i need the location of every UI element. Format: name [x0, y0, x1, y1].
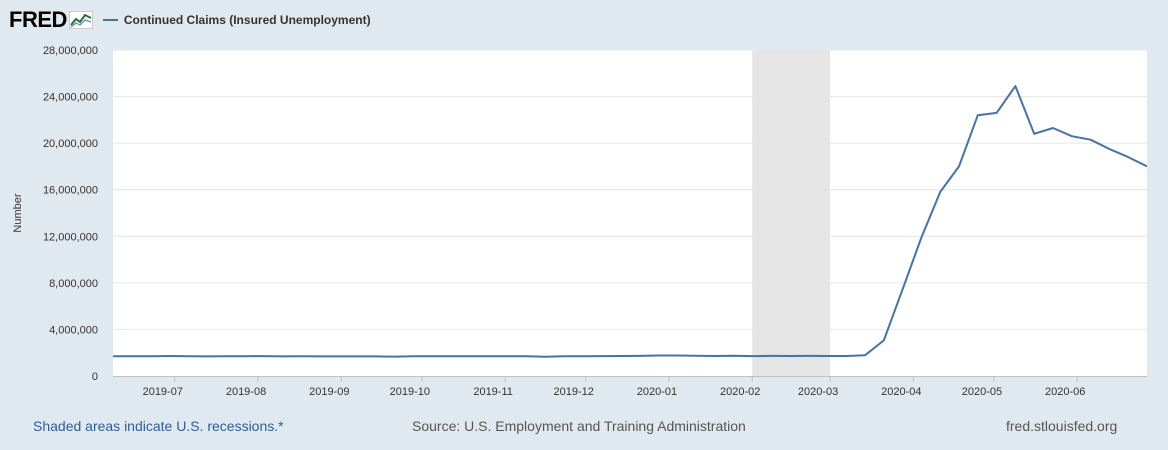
- y-axis-title: Number: [12, 193, 24, 232]
- x-tick-label: 2019-09: [309, 386, 349, 398]
- y-tick-label: 16,000,000: [43, 185, 98, 197]
- line-chart: 0 4,000,000 8,000,000 12,000,000 16,000,000 2…: [12, 45, 1147, 398]
- y-tick-label: 4,000,000: [49, 324, 98, 336]
- fred-logo[interactable]: FRED: [9, 9, 93, 31]
- chart-legend: Continued Claims (Insured Unemployment): [102, 13, 371, 27]
- y-tick-label: 20,000,000: [43, 138, 98, 150]
- x-tick-label: 2019-08: [226, 386, 266, 398]
- recession-note-link[interactable]: Shaded areas indicate U.S. recessions.*: [33, 418, 284, 434]
- legend-label[interactable]: Continued Claims (Insured Unemployment): [123, 13, 371, 27]
- x-tick-label: 2020-02: [720, 386, 760, 398]
- y-tick-label: 28,000,000: [43, 45, 98, 57]
- y-tick-label: 8,000,000: [49, 278, 98, 290]
- logo-graph-icon: [68, 11, 93, 29]
- x-tick-label: 2019-11: [473, 386, 513, 398]
- chart-header: FRED Continued Claims (Insured Unemploym…: [9, 6, 371, 34]
- x-tick-label: 2020-03: [798, 386, 838, 398]
- x-tick-label: 2019-12: [553, 386, 593, 398]
- plot-area: [113, 50, 1147, 376]
- x-tick-label: 2020-01: [637, 386, 677, 398]
- y-tick-label: 24,000,000: [43, 92, 98, 104]
- x-tick-label: 2019-07: [143, 386, 183, 398]
- y-tick-label: 0: [92, 371, 98, 383]
- x-tick-label: 2019-10: [390, 386, 430, 398]
- y-tick-label: 12,000,000: [43, 231, 98, 243]
- series-line: [113, 85, 1147, 358]
- source-text: Source: U.S. Employment and Training Adm…: [412, 418, 746, 434]
- x-tick-label: 2020-04: [881, 386, 921, 398]
- fred-logo-text: FRED: [9, 7, 67, 32]
- site-link[interactable]: fred.stlouisfed.org: [1006, 418, 1118, 434]
- legend-swatch: [102, 19, 118, 21]
- x-tick-label: 2020-05: [962, 386, 1002, 398]
- x-tick-label: 2020-06: [1045, 386, 1085, 398]
- recession-band: [752, 50, 831, 376]
